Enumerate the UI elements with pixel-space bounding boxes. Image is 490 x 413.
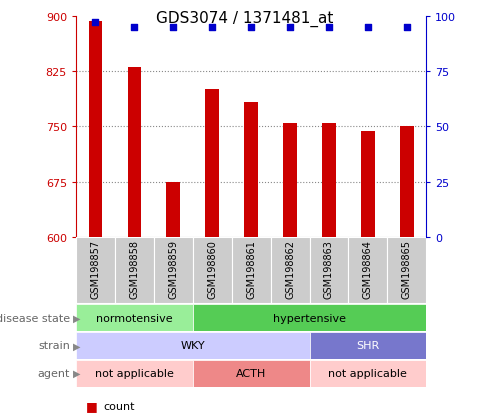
Point	[364, 24, 372, 31]
Bar	[400, 127, 414, 237]
Text: GSM198862: GSM198862	[285, 240, 295, 298]
Text: GSM198865: GSM198865	[402, 240, 412, 298]
Point	[403, 24, 411, 31]
Bar	[76, 332, 310, 359]
Bar	[245, 103, 258, 237]
Bar	[283, 124, 297, 237]
Bar	[193, 237, 232, 304]
Bar	[193, 360, 310, 387]
Text: agent: agent	[38, 368, 70, 378]
Text: GSM198859: GSM198859	[168, 240, 178, 298]
Bar	[89, 21, 102, 237]
Bar	[361, 131, 375, 237]
Bar	[322, 124, 336, 237]
Bar	[270, 237, 310, 304]
Point	[130, 24, 138, 31]
Bar	[76, 304, 193, 331]
Text: GSM198863: GSM198863	[324, 240, 334, 298]
Text: disease state: disease state	[0, 313, 70, 323]
Text: WKY: WKY	[180, 340, 205, 351]
Bar	[127, 67, 141, 237]
Bar	[154, 237, 193, 304]
Text: GSM198861: GSM198861	[246, 240, 256, 298]
Bar	[310, 360, 426, 387]
Point	[247, 24, 255, 31]
Text: GSM198860: GSM198860	[207, 240, 217, 298]
Point	[325, 24, 333, 31]
Bar	[76, 237, 115, 304]
Bar	[205, 90, 219, 237]
Text: ▶: ▶	[73, 340, 80, 351]
Text: GSM198858: GSM198858	[129, 240, 139, 298]
Bar	[348, 237, 388, 304]
Text: percentile rank within the sample: percentile rank within the sample	[103, 412, 291, 413]
Text: SHR: SHR	[356, 340, 380, 351]
Text: ▶: ▶	[73, 313, 80, 323]
Text: GDS3074 / 1371481_at: GDS3074 / 1371481_at	[156, 10, 334, 26]
Text: ■: ■	[86, 410, 98, 413]
Point	[92, 20, 99, 26]
Bar	[115, 237, 154, 304]
Text: not applicable: not applicable	[95, 368, 174, 378]
Text: not applicable: not applicable	[328, 368, 407, 378]
Bar	[310, 237, 348, 304]
Text: strain: strain	[38, 340, 70, 351]
Text: GSM198857: GSM198857	[91, 240, 100, 299]
Bar	[167, 183, 180, 237]
Bar	[232, 237, 270, 304]
Text: normotensive: normotensive	[96, 313, 172, 323]
Bar	[193, 304, 426, 331]
Bar	[310, 332, 426, 359]
Bar	[388, 237, 426, 304]
Point	[170, 24, 177, 31]
Bar	[76, 360, 193, 387]
Text: count: count	[103, 401, 134, 411]
Text: GSM198864: GSM198864	[363, 240, 373, 298]
Text: ▶: ▶	[73, 368, 80, 378]
Text: ACTH: ACTH	[236, 368, 266, 378]
Point	[208, 24, 216, 31]
Text: ■: ■	[86, 399, 98, 413]
Point	[286, 24, 294, 31]
Text: hypertensive: hypertensive	[273, 313, 346, 323]
